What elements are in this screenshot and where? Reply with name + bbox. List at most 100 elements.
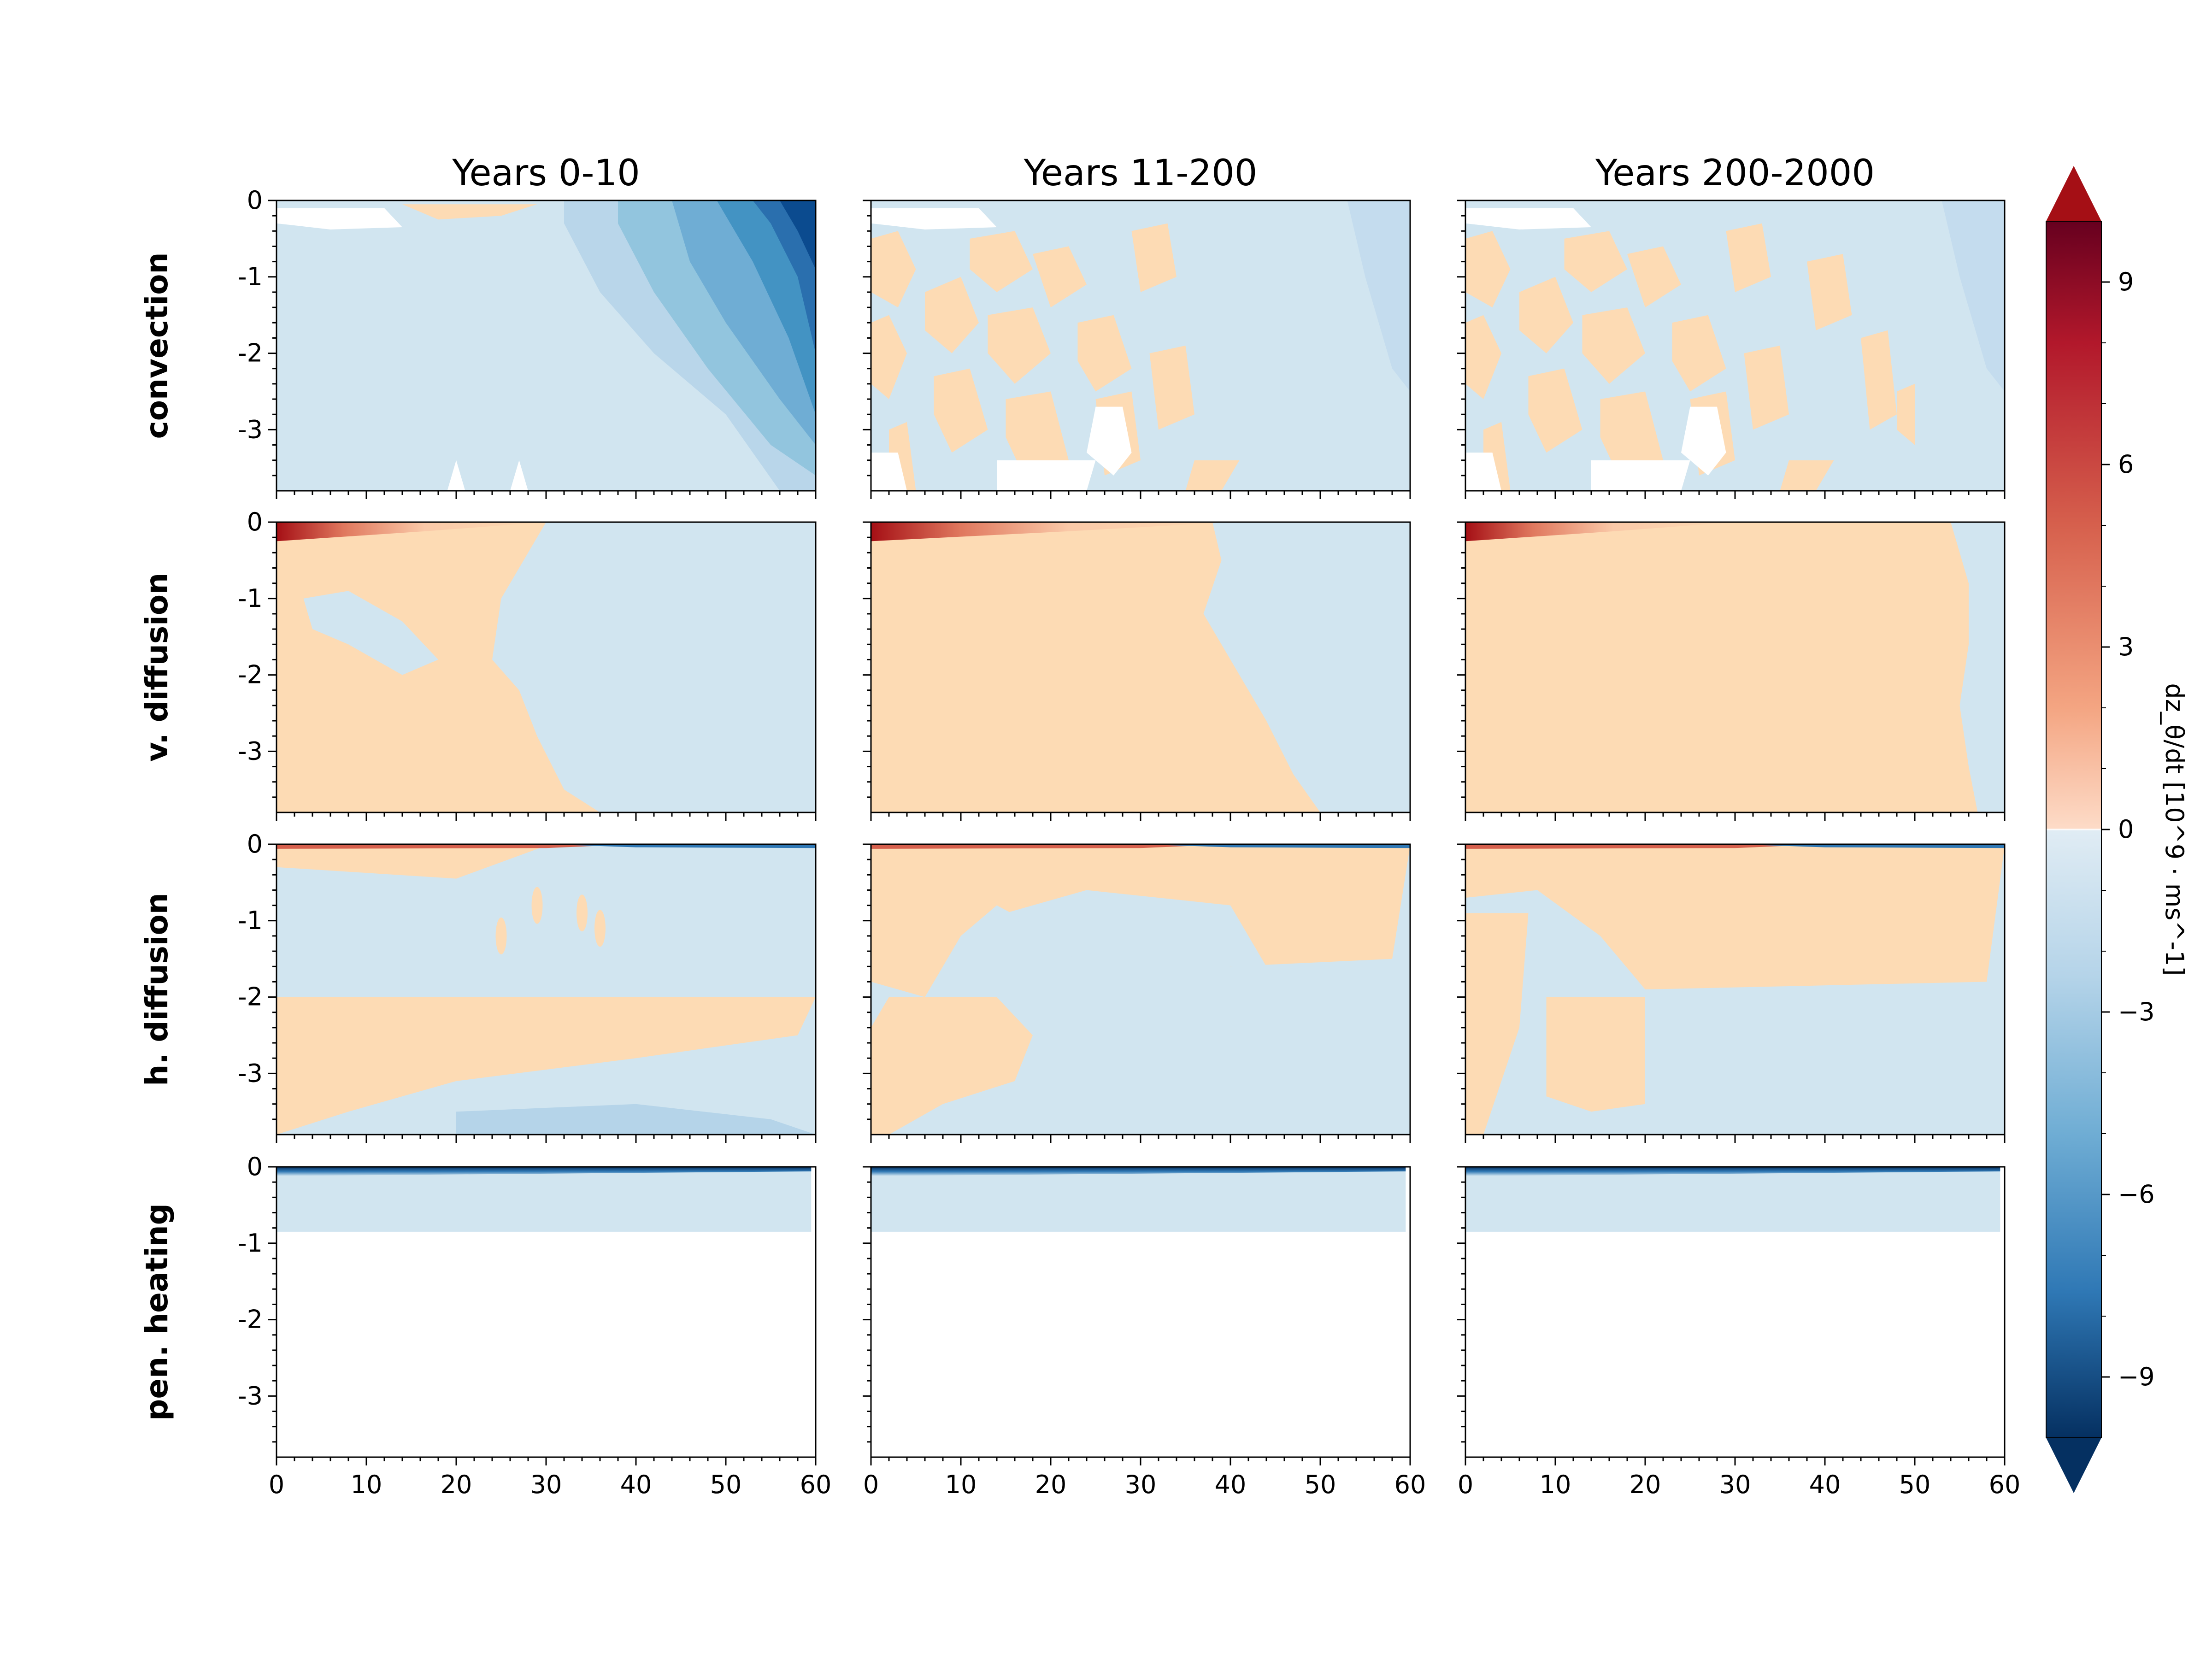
row-label: h. diffusion [139,893,175,1086]
panel-2-1 [863,843,1411,1143]
panel-grid: 0 -1 -2 -3 0 -1 -2 -3 0 -1 -2 -3 0 -1 -2 -3 0 10 20 30 40 50 6… [139,153,2020,1499]
panel-1-2 [1457,521,2006,821]
positive-patch [970,231,1033,292]
panel-2-0: 0 -1 -2 -3 [238,830,817,1143]
positive-patch [871,315,907,400]
negative-patch [303,591,438,675]
positive-patch [1897,383,1915,445]
y-tick-label: -2 [238,660,263,689]
x-tick-label: 30 [1719,1470,1751,1499]
x-tick-label: 20 [1035,1470,1067,1499]
positive-patch [1006,391,1069,476]
positive-patch [594,910,606,947]
positive-band [276,997,816,1135]
no-data-patch [276,208,402,229]
no-data-patch [510,460,528,491]
x-tick-label: 60 [800,1470,832,1499]
y-tick-label: -3 [238,1381,263,1410]
x-tick-label: 60 [1394,1470,1426,1499]
surface-band [276,844,636,849]
panel-3-2: 0 10 20 30 40 50 60 [1457,1166,2020,1499]
negative-region [753,200,816,353]
colorbar-tick-label: 0 [2118,815,2134,844]
x-tick-label: 50 [1899,1470,1931,1499]
x-tick-label: 50 [1305,1470,1336,1499]
x-tick-label: 30 [530,1470,562,1499]
y-tick-label: -2 [238,339,263,368]
no-data-patch [447,460,465,491]
y-tick-label: -1 [238,262,263,291]
negative-region [1347,200,1410,392]
x-tick-label: 10 [945,1470,977,1499]
positive-patch [871,231,916,308]
x-tick-label: 10 [1540,1470,1571,1499]
column-title: Years 200-2000 [1595,153,1875,194]
surface-band [871,844,1230,849]
no-data-patch [997,460,1096,491]
colorbar-extend-bottom [2046,1438,2101,1493]
positive-patch [1131,223,1177,292]
y-tick-label: -2 [238,982,263,1012]
positive-patch [1726,223,1771,292]
positive-patch [1465,315,1501,400]
positive-patch [402,204,537,220]
positive-patch [495,917,507,954]
x-tick-label: 40 [1809,1470,1841,1499]
positive-patch [1185,460,1240,491]
positive-patch [1780,460,1834,491]
x-tick-label: 0 [269,1470,284,1499]
row-label: convection [139,253,175,439]
colorbar-tick-label: 9 [2118,267,2134,296]
positive-patch [1528,368,1583,453]
no-data-patch [871,208,997,229]
penetrative-heating-band [871,1167,1406,1176]
y-tick-label: 0 [247,830,263,859]
negative-patch [456,1104,816,1135]
surface-warming-band [1465,522,1735,541]
positive-region [871,522,1320,812]
colorbar-tick-label: 6 [2118,450,2134,479]
y-tick-label: -1 [238,584,263,613]
positive-patch [1807,254,1852,330]
colorbar-tick-label: −9 [2118,1362,2155,1391]
positive-patch [1149,346,1194,430]
positive-patch [1564,231,1627,292]
positive-patch [1744,346,1789,430]
positive-region [1546,997,1645,1112]
positive-patch [934,368,988,453]
negative-region [1941,200,2005,392]
row-label: v. diffusion [139,573,175,762]
surface-warming-band [276,522,546,541]
positive-patch [1465,231,1511,308]
x-tick-label: 20 [1630,1470,1661,1499]
y-tick-label: -1 [238,1229,263,1258]
negative-layer [1465,1167,2000,1232]
colorbar-ticks: 9 6 3 0 −3 −6 −9 [2101,267,2155,1391]
panel-3-1: 0 10 20 30 40 50 60 [863,1166,1426,1499]
x-tick-label: 0 [863,1470,879,1499]
negative-patch [1006,890,1266,967]
x-tick-label: 50 [710,1470,742,1499]
positive-patch [1672,315,1726,392]
penetrative-heating-band [276,1167,812,1176]
surface-band [1735,844,2005,848]
panel-1-0: 0 -1 -2 -3 [238,507,817,821]
column-title: Years 11-200 [1024,153,1258,194]
surface-band [546,844,816,848]
x-tick-label: 0 [1458,1470,1473,1499]
no-data-patch [1465,453,1501,491]
panel-0-1 [863,200,1411,499]
y-tick-label: -3 [238,1059,263,1088]
y-tick-label: -1 [238,906,263,935]
positive-patch [1627,246,1681,308]
y-tick-label: -3 [238,415,263,444]
x-tick-label: 40 [620,1470,652,1499]
no-data-patch [1087,406,1132,476]
positive-patch [1582,307,1645,384]
positive-patch [1033,246,1087,308]
y-tick-label: -3 [238,736,263,765]
y-tick-label: 0 [247,1152,263,1181]
panel-1-1 [863,521,1411,821]
negative-layer [276,1167,812,1232]
